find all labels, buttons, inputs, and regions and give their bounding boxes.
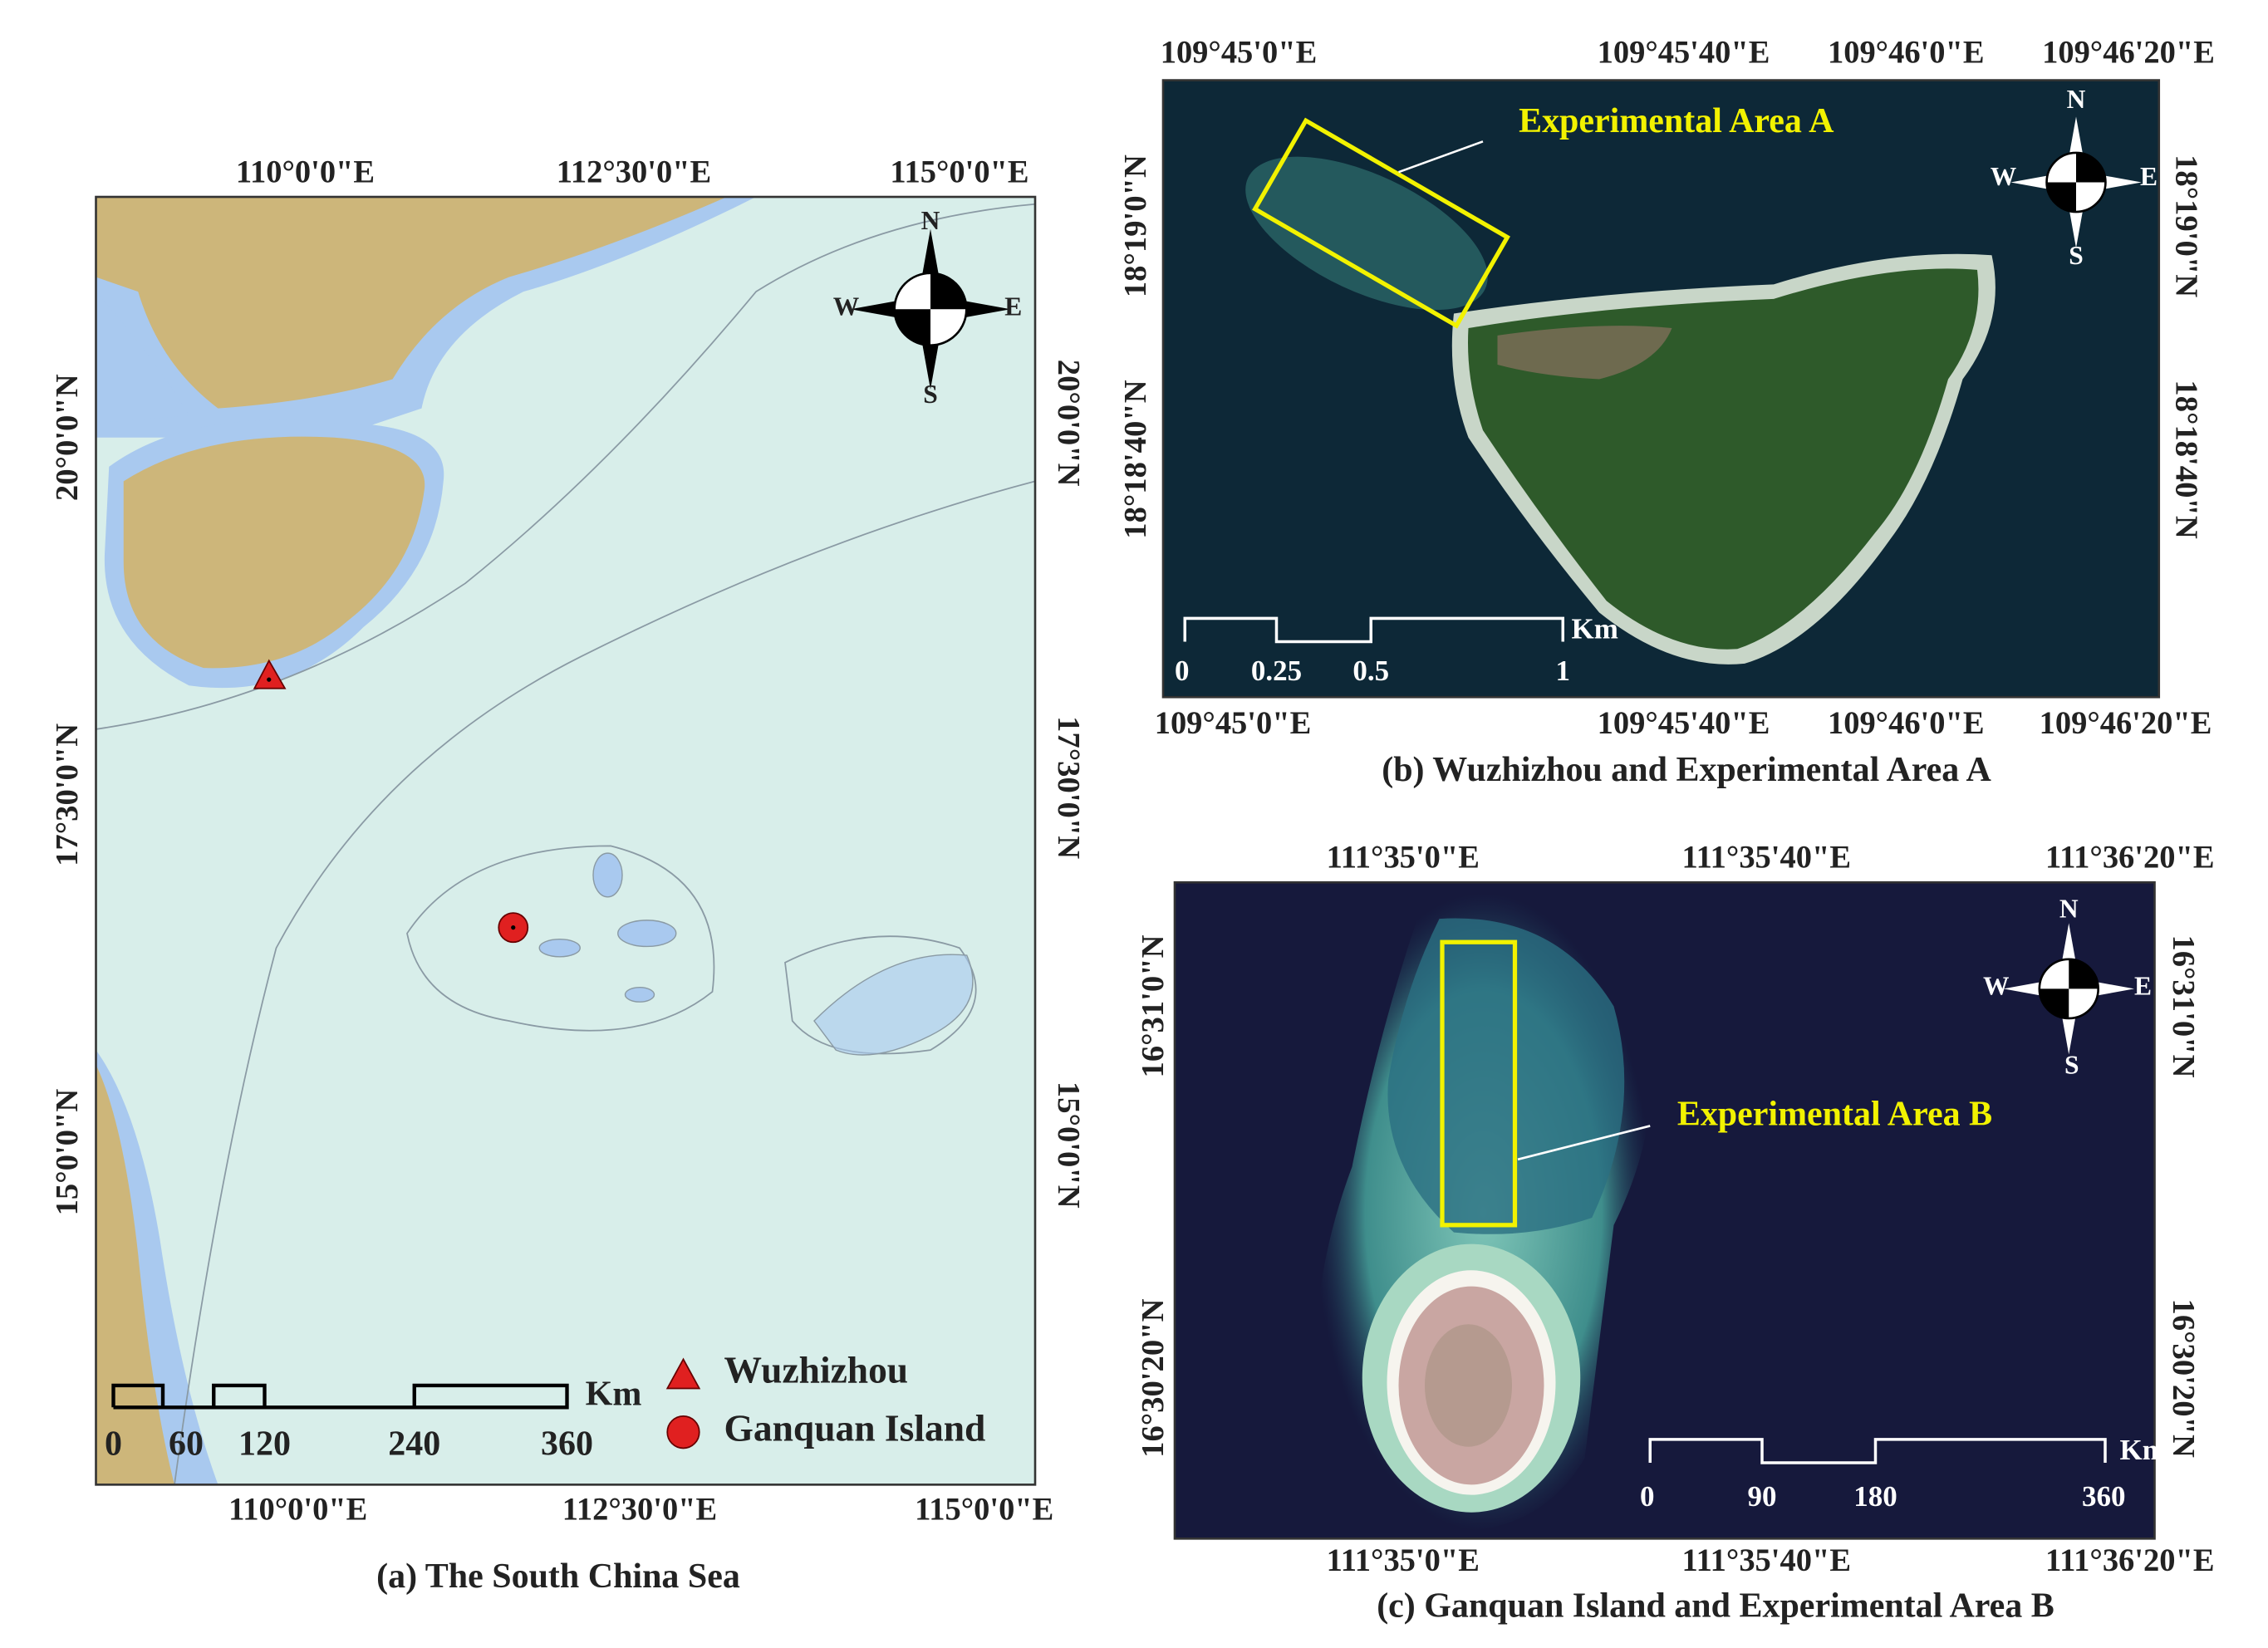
compass-label: N [2059, 895, 2079, 924]
caption: (b) Wuzhizhou and Experimental Area A [1382, 751, 1991, 789]
lon-label: 111°35'0"E [1327, 841, 1480, 876]
lon-label: 109°46'0"E [1828, 36, 1985, 71]
compass-label: E [2140, 162, 2158, 191]
legend-label: Wuzhizhou [724, 1348, 909, 1390]
scale-unit: Km [1572, 612, 1618, 645]
scale-label: 0 [1175, 655, 1190, 687]
lat-label: 20°0'0"N [1051, 360, 1086, 487]
compass-ring [894, 272, 967, 346]
legend-symbol [666, 1415, 700, 1449]
annotation: Experimental Area A [1519, 102, 1834, 140]
lat-label: 20°0'0"N [50, 374, 85, 501]
lat-label: 15°0'0"N [50, 1089, 85, 1216]
scale-label: 1 [1555, 655, 1570, 687]
compass-label: N [2067, 85, 2086, 114]
compass-label: E [1004, 292, 1022, 321]
compass-label: S [2064, 1050, 2079, 1079]
lon-label: 109°46'0"E [1828, 706, 1985, 741]
legend-label: Ganquan Island [724, 1407, 986, 1449]
lon-label: 111°35'40"E [1681, 1543, 1851, 1578]
lat-label: 17°30'0"N [1051, 716, 1086, 859]
lon-label: 115°0'0"E [915, 1493, 1053, 1528]
compass-label: N [921, 206, 940, 235]
annotation: Experimental Area B [1677, 1096, 1992, 1134]
lon-label: 111°36'20"E [2045, 841, 2215, 876]
scale-label: 240 [388, 1425, 440, 1463]
scale-bar-a [111, 1383, 569, 1410]
lat-label: 18°18'40"N [2169, 380, 2204, 538]
compass-label: W [833, 292, 860, 321]
compass-ring [2039, 959, 2099, 1018]
lon-label: 111°35'0"E [1327, 1543, 1480, 1578]
lon-label: 109°46'20"E [2040, 706, 2212, 741]
lon-label: 109°45'0"E [1155, 706, 1312, 741]
compass-label: W [1983, 972, 2010, 1001]
map-c [1175, 882, 2155, 1539]
compass-label: W [1991, 162, 2017, 191]
lon-label: 115°0'0"E [890, 154, 1028, 189]
compass-ring [2046, 152, 2106, 213]
lon-label: 110°0'0"E [228, 1493, 367, 1528]
scale-label: 0.25 [1251, 655, 1302, 687]
scale-label: 0 [105, 1425, 122, 1463]
lat-label: 18°19'0"N [2169, 154, 2204, 297]
frame-a [95, 195, 1037, 1486]
lat-label: 17°30'0"N [50, 723, 85, 866]
lat-label: 18°19'0"N [1118, 154, 1153, 297]
scale-label: 90 [1748, 1480, 1777, 1513]
caption: (c) Ganquan Island and Experimental Area… [1377, 1587, 2054, 1625]
lat-label: 16°30'20"N [1136, 1298, 1171, 1457]
lon-label: 109°45'40"E [1598, 36, 1770, 71]
compass-label: S [2069, 241, 2084, 270]
scale-bar-c [1648, 1438, 2107, 1464]
lon-label: 109°46'20"E [2042, 36, 2215, 71]
caption: (a) The South China Sea [376, 1557, 740, 1596]
lon-label: 112°30'0"E [557, 154, 711, 189]
lon-label: 110°0'0"E [236, 154, 375, 189]
map-b [1163, 80, 2159, 698]
lon-label: 111°36'20"E [2045, 1543, 2215, 1578]
scale-label: 120 [238, 1425, 291, 1463]
lat-label: 15°0'0"N [1051, 1082, 1086, 1209]
scale-label: 60 [169, 1425, 204, 1463]
scale-bar-b [1183, 616, 1564, 644]
lat-label: 16°30'20"N [2166, 1299, 2201, 1458]
lon-label: 109°45'0"E [1161, 36, 1318, 71]
lon-label: 109°45'40"E [1598, 706, 1770, 741]
map-a [96, 197, 1035, 1485]
frame-b [1161, 79, 2161, 699]
scale-unit: Km [586, 1376, 642, 1414]
compass-label: S [923, 380, 938, 409]
lat-label: 16°31'0"N [1136, 934, 1171, 1077]
lon-label: 111°35'40"E [1681, 841, 1851, 876]
scale-unit: Km [2120, 1434, 2167, 1466]
lat-label: 16°31'0"N [2166, 934, 2201, 1077]
compass-label: E [2134, 972, 2152, 1001]
scale-label: 0.5 [1352, 655, 1389, 687]
frame-c [1173, 880, 2156, 1540]
scale-label: 0 [1640, 1480, 1655, 1513]
legend-symbol [665, 1357, 701, 1390]
lon-label: 112°30'0"E [562, 1493, 717, 1528]
scale-label: 360 [541, 1425, 593, 1463]
lat-label: 18°18'40"N [1118, 380, 1153, 538]
scale-label: 360 [2082, 1480, 2125, 1513]
scale-label: 180 [1853, 1480, 1897, 1513]
